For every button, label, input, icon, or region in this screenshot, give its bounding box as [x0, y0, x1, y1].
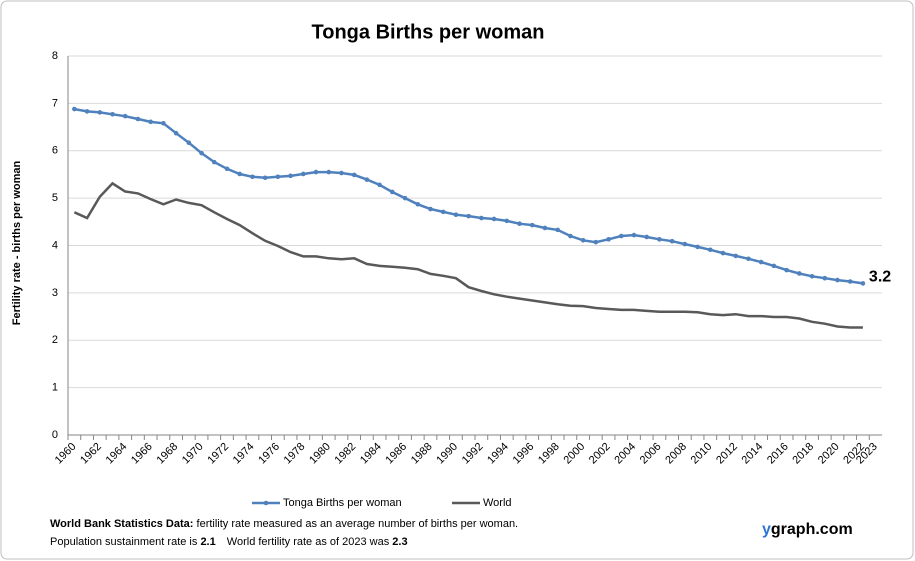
point-marker — [720, 250, 726, 256]
point-marker — [390, 189, 395, 195]
point-marker — [428, 206, 433, 212]
point-marker — [161, 120, 166, 126]
point-marker — [84, 109, 90, 114]
legend-label: Tonga Births per woman — [283, 497, 402, 509]
brand: ygraph.com — [762, 521, 853, 538]
y-tick-label: 3 — [52, 287, 58, 299]
y-tick-label: 7 — [52, 97, 58, 109]
point-marker — [415, 201, 421, 207]
footer-text: Population sustainment rate is — [50, 536, 198, 548]
point-marker — [466, 213, 471, 219]
point-marker — [809, 273, 815, 279]
point-marker — [657, 237, 662, 242]
footer-bold: 2.3 — [392, 536, 407, 548]
chart-title: Tonga Births per woman — [312, 21, 545, 43]
point-marker — [707, 247, 713, 253]
footer-bold: World Bank Statistics Data: — [50, 518, 193, 530]
point-marker — [835, 277, 840, 283]
point-marker — [797, 271, 802, 276]
y-tick-label: 8 — [52, 50, 58, 62]
point-marker — [568, 233, 573, 239]
y-tick-label: 1 — [52, 382, 58, 394]
legend-label: World — [483, 497, 512, 509]
point-marker — [148, 119, 153, 125]
point-marker — [275, 174, 281, 180]
point-marker — [860, 281, 866, 286]
point-marker — [288, 173, 293, 179]
point-marker — [237, 171, 243, 177]
point-marker — [364, 177, 370, 182]
footer-text: fertility rate measured as an average nu… — [197, 518, 519, 530]
point-marker — [631, 232, 637, 238]
point-marker — [186, 140, 192, 145]
point-marker — [669, 238, 675, 244]
point-marker — [110, 111, 115, 117]
point-marker — [606, 237, 611, 242]
legend-marker — [263, 500, 269, 506]
point-marker — [517, 221, 522, 227]
point-marker — [377, 182, 382, 188]
footer-line1: World Bank Statistics Data: fertility ra… — [50, 518, 518, 530]
point-marker — [555, 227, 560, 233]
point-marker — [351, 172, 357, 178]
y-tick-label: 5 — [52, 192, 58, 204]
point-marker — [199, 150, 204, 156]
footer-text: World fertility rate as of 2023 was — [227, 536, 390, 548]
footer-bold: 2.1 — [200, 536, 215, 548]
point-marker — [491, 216, 497, 222]
point-marker — [250, 174, 255, 180]
y-tick-label: 4 — [52, 239, 58, 251]
series-line — [73, 181, 863, 329]
y-tick-label: 6 — [52, 145, 58, 157]
point-marker — [339, 170, 344, 176]
point-marker — [542, 225, 548, 231]
brand-y: y — [762, 521, 771, 538]
point-marker — [644, 234, 650, 240]
point-marker — [300, 171, 306, 177]
point-marker — [822, 275, 828, 281]
point-marker — [593, 239, 599, 245]
point-marker — [758, 259, 764, 265]
point-marker — [746, 256, 751, 262]
point-marker — [262, 175, 268, 181]
footer-line2: Population sustainment rate is 2.1 World… — [50, 536, 408, 548]
point-marker — [784, 267, 789, 273]
data-label: 3.2 — [869, 269, 891, 286]
point-marker — [618, 233, 624, 239]
y-axis-label: Fertility rate - births per woman — [11, 161, 23, 326]
point-marker — [529, 222, 535, 228]
y-tick-label: 2 — [52, 334, 58, 346]
point-marker — [211, 159, 217, 165]
point-marker — [97, 110, 103, 115]
y-tick-label: 0 — [52, 429, 58, 441]
point-marker — [135, 116, 141, 122]
point-marker — [326, 169, 332, 175]
brand-rest: graph.com — [771, 521, 853, 538]
point-marker — [771, 263, 777, 269]
point-marker — [72, 106, 77, 112]
point-marker — [453, 212, 459, 218]
point-marker — [733, 253, 739, 259]
point-marker — [224, 166, 230, 172]
point-marker — [122, 113, 128, 119]
point-marker — [504, 218, 510, 224]
point-marker — [313, 169, 319, 175]
point-marker — [847, 279, 853, 284]
point-marker — [682, 241, 688, 247]
point-marker — [173, 130, 179, 136]
point-marker — [580, 237, 586, 243]
point-marker — [479, 215, 484, 221]
point-marker — [695, 244, 700, 250]
point-marker — [440, 209, 446, 215]
point-marker — [402, 195, 408, 201]
